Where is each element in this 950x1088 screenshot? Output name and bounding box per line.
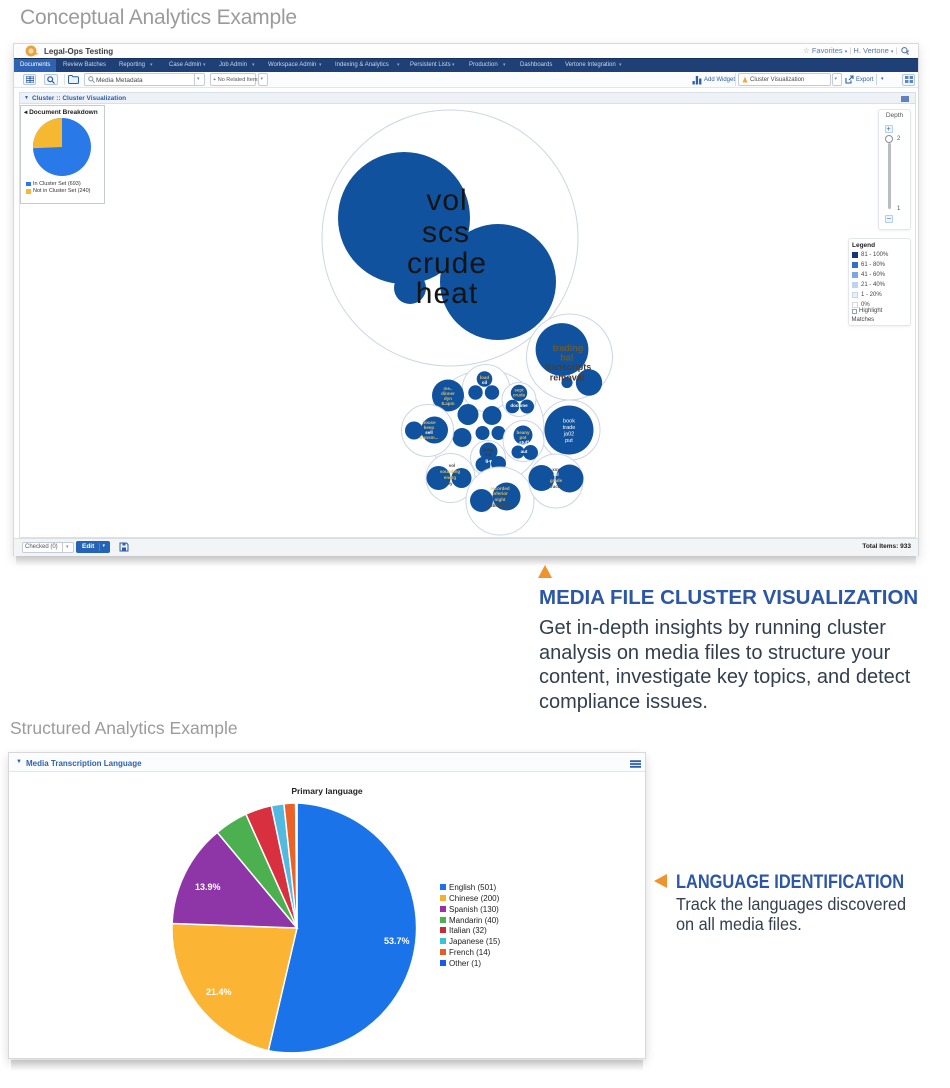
svg-text:energ: energ <box>444 475 457 480</box>
svg-text:beany: beany <box>516 430 530 435</box>
svg-text:submarines: submarines <box>487 503 513 508</box>
svg-text:trading: trading <box>553 343 584 353</box>
svg-text:grade: grade <box>550 478 563 483</box>
svg-text:house: house <box>422 420 436 425</box>
svg-text:transcripts: transcripts <box>545 362 592 372</box>
svg-text:transm...: transm... <box>420 435 439 440</box>
svg-text:inferior: inferior <box>492 491 508 496</box>
svg-text:ba!: ba! <box>560 353 574 363</box>
svg-text:xxx: xxx <box>552 467 560 472</box>
svg-text:oil: oil <box>553 472 558 477</box>
svg-text:vol: vol <box>426 184 467 217</box>
svg-text:trucks: trucks <box>549 484 563 489</box>
svg-text:vol: vol <box>449 463 456 468</box>
svg-text:docume: docume <box>510 403 528 408</box>
svg-text:stuff: stuff <box>519 440 529 445</box>
svg-text:pot: pot <box>520 435 527 440</box>
svg-text:temp: temp <box>483 447 494 452</box>
svg-text:crude: crude <box>513 393 526 398</box>
svg-text:ey: ey <box>447 481 453 486</box>
svg-text:me..: me.. <box>443 386 452 391</box>
svg-text:crude: crude <box>407 247 487 280</box>
svg-text:dyn: dyn <box>444 396 452 401</box>
svg-text:book: book <box>563 419 575 425</box>
svg-text:dinner: dinner <box>441 391 455 396</box>
svg-text:recorded: recorded <box>490 486 510 491</box>
svg-text:13.9%: 13.9% <box>195 882 221 892</box>
svg-text:load: load <box>480 375 490 380</box>
svg-text:removal: removal <box>550 373 585 383</box>
svg-text:trade: trade <box>563 425 576 431</box>
svg-text:g..: g.. <box>485 458 490 463</box>
svg-text:21.4%: 21.4% <box>206 987 232 997</box>
svg-text:53.7%: 53.7% <box>384 936 410 946</box>
svg-text:heat: heat <box>416 277 478 310</box>
svg-text:sell: sell <box>425 430 433 435</box>
svg-text:put: put <box>565 438 573 444</box>
svg-text:aut: aut <box>521 449 528 454</box>
svg-text:sounding: sounding <box>440 469 460 474</box>
svg-text:ja02: ja02 <box>563 432 574 438</box>
svg-text:oil: oil <box>482 380 487 385</box>
svg-text:scs: scs <box>422 216 470 249</box>
svg-text:nat: nat <box>485 452 492 457</box>
svg-text:sept: sept <box>514 388 524 393</box>
svg-text:keep: keep <box>424 425 435 430</box>
svg-text:night: night <box>495 497 506 502</box>
svg-text:8.apm: 8.apm <box>441 401 454 406</box>
